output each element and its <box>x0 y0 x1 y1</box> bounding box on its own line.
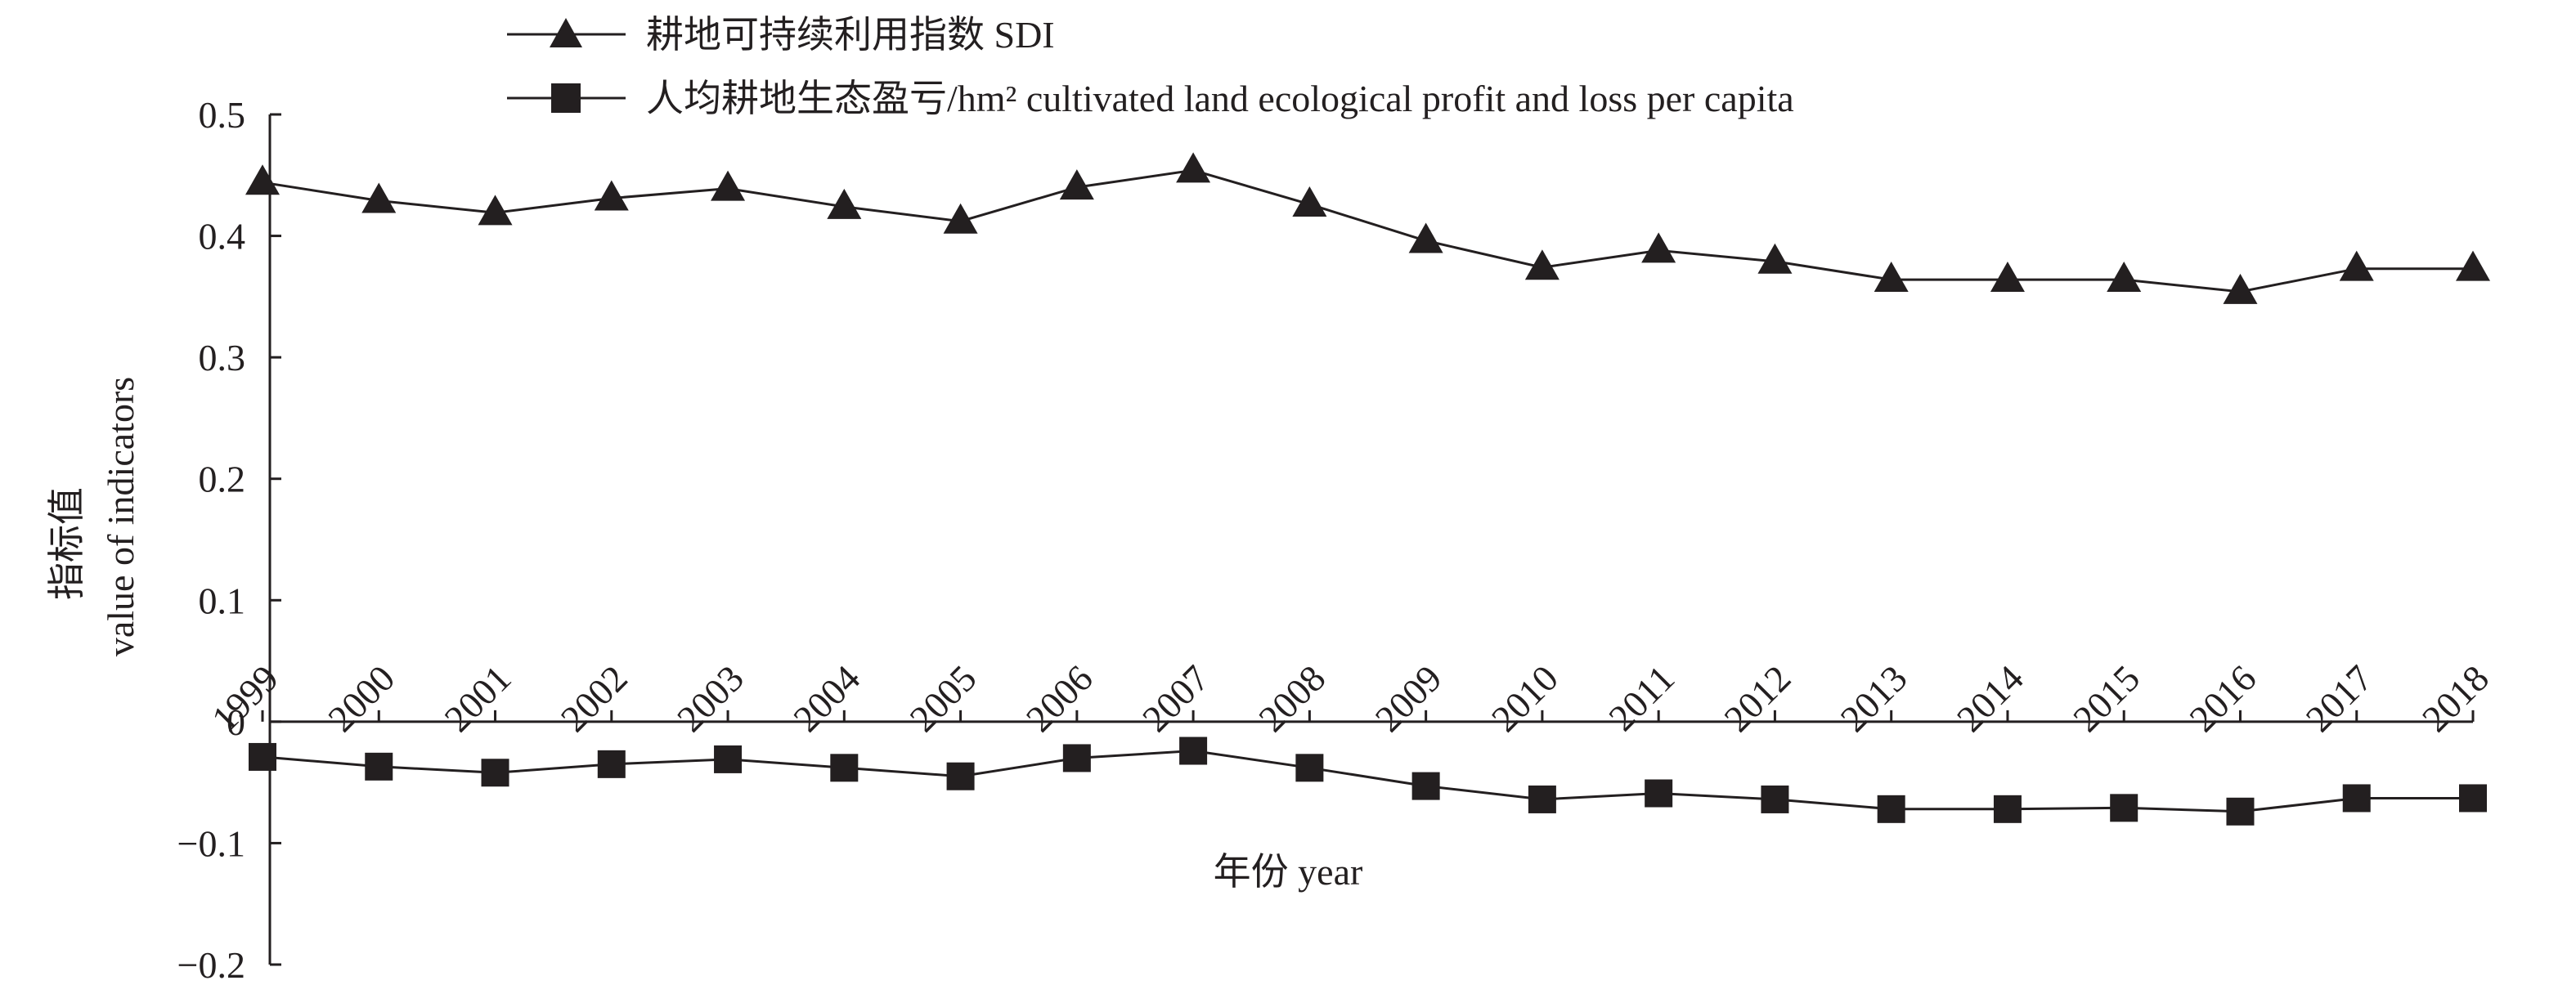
x-tick-label: 2015 <box>2065 657 2147 740</box>
legend: 耕地可持续利用指数 SDI 人均耕地生态盈亏/hm² cultivated la… <box>507 14 1794 119</box>
profit-loss-point <box>249 742 276 771</box>
profit-loss-point <box>2342 784 2371 813</box>
x-tick-label: 2000 <box>320 657 402 740</box>
y-tick-label: 0.4 <box>199 216 246 257</box>
y-tick-label: −0.1 <box>177 822 245 864</box>
sdi-point <box>827 188 862 219</box>
sdi-point <box>711 170 746 201</box>
sdi-point <box>2107 262 2142 293</box>
y-axis-title: 指标值 value of indicators <box>46 377 141 656</box>
profit-loss-point <box>1761 785 1789 813</box>
x-tick-label: 2004 <box>785 657 868 740</box>
x-tick-label: 2009 <box>1367 657 1450 740</box>
x-tick-label: 2001 <box>436 657 518 740</box>
x-tick-label: 2018 <box>2414 657 2497 740</box>
profit-loss-point <box>597 750 626 778</box>
x-axis-title: 年份 year <box>1214 851 1363 893</box>
x-tick-label: 2011 <box>1600 657 1682 739</box>
y-tick-label: 0 <box>227 701 245 743</box>
x-tick-label: 2006 <box>1018 657 1101 740</box>
sdi-point <box>1408 222 1443 253</box>
sdi-point <box>1990 262 2025 293</box>
profit-loss-point <box>1411 772 1440 800</box>
profit-loss-point <box>2226 797 2255 826</box>
x-tick-label: 2002 <box>553 657 635 740</box>
x-tick-label: 2013 <box>1833 657 1915 740</box>
legend-triangle-icon <box>550 18 582 47</box>
y-axis-title-en: value of indicators <box>100 377 141 656</box>
profit-loss-point <box>1877 795 1905 823</box>
x-ticks: 1999 2000 2001 2002 2003 2004 2005 2006 2007 2008… <box>204 657 2497 740</box>
profit-loss-point <box>1645 779 1673 808</box>
y-tick-label: 0.3 <box>199 337 246 378</box>
profit-loss-point <box>946 762 975 790</box>
y-tick-label: 0.5 <box>199 94 246 136</box>
sdi-point <box>245 164 280 195</box>
profit-loss-point <box>2110 794 2138 822</box>
y-tick-label: −0.2 <box>177 944 245 986</box>
profit-loss-point <box>481 759 509 787</box>
sdi-point <box>2223 273 2258 304</box>
profit-loss-point <box>1062 744 1091 772</box>
y-tick-label: 0.1 <box>199 580 246 621</box>
series-layer <box>245 152 2490 826</box>
legend-label-sdi: 耕地可持续利用指数 SDI <box>646 14 1055 56</box>
x-tick-label: 2010 <box>1483 657 1566 740</box>
sdi-point <box>1757 243 1793 274</box>
sdi-point <box>594 180 629 211</box>
series-line-sdi <box>262 168 2473 293</box>
x-tick-label: 2016 <box>2181 657 2264 740</box>
sdi-point <box>1524 249 1560 280</box>
profit-loss-point <box>1295 754 1324 782</box>
y-ticks: −0.2 −0.1 0 0.1 0.2 0.3 0.4 0.5 <box>177 94 281 986</box>
series-line-profit-loss <box>262 749 2473 813</box>
profit-loss-point <box>2459 784 2487 813</box>
x-tick-label: 2003 <box>669 657 752 740</box>
profit-loss-point <box>830 754 859 782</box>
sdi-point <box>943 203 978 234</box>
profit-loss-point <box>365 752 393 781</box>
profit-loss-point <box>1993 795 2022 823</box>
sdi-point <box>1176 152 1211 183</box>
x-tick-label: 2012 <box>1716 657 1798 740</box>
x-tick-label: 2008 <box>1250 657 1333 740</box>
profit-loss-point <box>1528 785 1556 813</box>
sdi-point <box>1874 262 1909 293</box>
sdi-point <box>1059 169 1094 200</box>
sdi-point <box>2456 250 2490 281</box>
x-tick-label: 2017 <box>2298 657 2381 740</box>
sdi-point <box>1641 232 1676 263</box>
legend-label-profit-loss: 人均耕地生态盈亏/hm² cultivated land ecological … <box>646 78 1794 119</box>
x-tick-label: 2014 <box>1949 657 2031 740</box>
profit-loss-point <box>714 745 743 773</box>
x-tick-label: 2007 <box>1134 657 1217 740</box>
legend-square-icon <box>551 83 581 113</box>
sdi-point <box>361 182 397 213</box>
sdi-point <box>478 195 513 226</box>
axes <box>268 114 2473 965</box>
x-tick-label: 2005 <box>902 657 985 740</box>
sdi-point <box>2339 250 2374 281</box>
y-axis-title-cn: 指标值 <box>46 487 88 600</box>
y-tick-label: 0.2 <box>199 459 246 500</box>
x-tick-label: 1999 <box>204 657 286 740</box>
profit-loss-point <box>1179 737 1208 765</box>
sdi-point <box>1292 186 1327 217</box>
